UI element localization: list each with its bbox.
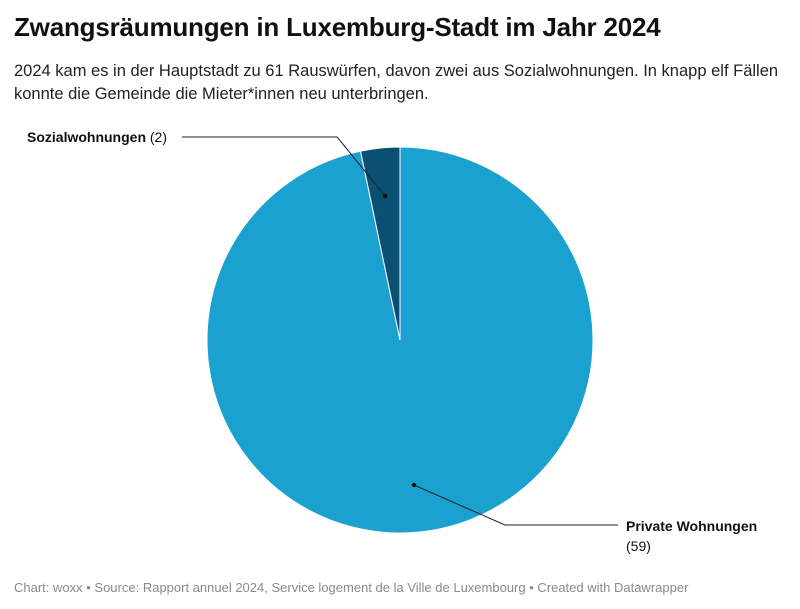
slice-label-name: Sozialwohnungen xyxy=(27,129,146,145)
slice-label-private-wohnungen: Private Wohnungen xyxy=(626,518,757,534)
chart-footer: Chart: woxx • Source: Rapport annuel 202… xyxy=(14,580,689,595)
slice-label-sozialwohnungen: Sozialwohnungen (2) xyxy=(27,129,167,145)
leader-line-sozialwohnungen xyxy=(182,136,386,197)
leader-dot-sozialwohnungen xyxy=(382,193,388,199)
chart-title: Zwangsräumungen in Luxemburg-Stadt im Ja… xyxy=(14,12,661,42)
leader-dot-private-wohnungen xyxy=(411,482,417,488)
slice-value-private-wohnungen: (59) xyxy=(626,538,651,554)
leader-line-private-wohnungen xyxy=(413,484,618,526)
pie-slice-sozialwohnungen[interactable] xyxy=(359,146,401,341)
slice-label-value: (2) xyxy=(146,129,167,145)
chart-subtitle: 2024 kam es in der Hauptstadt zu 61 Raus… xyxy=(14,62,779,103)
